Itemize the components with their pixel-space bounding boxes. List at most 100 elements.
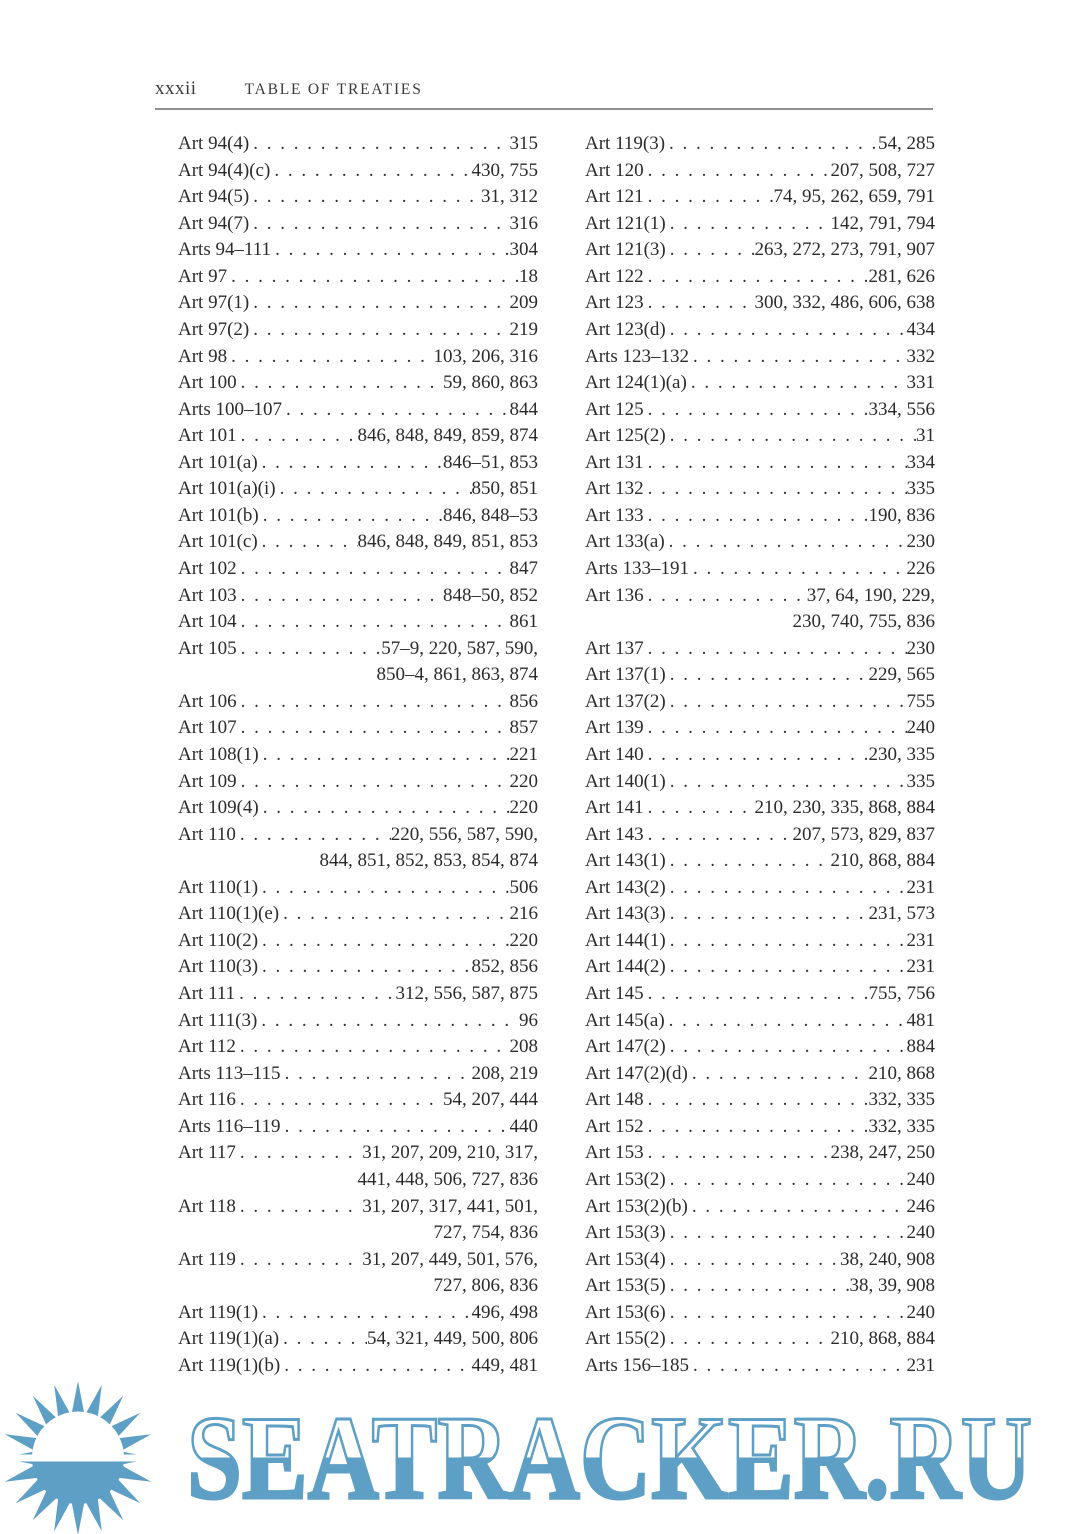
dot-leader: . . . . . . . . . . . . . . . . . . . . … [239,1089,443,1111]
dot-leader: . . . . . . . . . . . . . . . . . . . . … [239,1036,510,1058]
dot-leader: . . . . . . . . . . . . . . . . . . . . … [647,398,869,420]
entry-label: Arts 100–107 [178,398,282,420]
entry-pages: 221 [509,743,539,765]
dot-leader: . . . . . . . . . . . . . . . . . . . . … [692,558,907,579]
entry-label: Arts 156–185 [585,1354,689,1376]
entry-pages: 434 [906,318,936,340]
entry-pages: 449, 481 [471,1354,539,1376]
index-entry: Arts 100–107. . . . . . . . . . . . . . … [178,397,538,424]
entry-label: Art 103 [178,584,237,606]
entry-pages: 332 [906,345,936,367]
index-entry: Art 111. . . . . . . . . . . . . . . . .… [178,981,538,1008]
index-entry: Art 143(3). . . . . . . . . . . . . . . … [585,901,935,928]
dot-leader: . . . . . . . . . . . . . . . . . . . . … [647,265,869,287]
entry-pages: 240 [906,717,936,739]
entry-label: Art 136 [585,584,644,606]
entry-pages: 312, 556, 587, 875 [395,983,539,1004]
entry-pages: 857 [509,717,539,739]
dot-leader: . . . . . . . . . . . . . . . . . . . . … [240,425,358,447]
dot-leader: . . . . . . . . . . . . . . . . . . . . … [253,186,481,208]
dot-leader: . . . . . . . . . . . . . . . . . . . . … [669,690,907,712]
entry-label: Art 121(1) [585,212,666,234]
dot-leader: . . . . . . . . . . . . . . . . . . . . … [231,345,433,367]
dot-leader: . . . . . . . . . . . . . . . . . . . . … [239,1195,362,1217]
entry-pages: 96 [519,1009,538,1031]
entry-label: Art 123 [585,292,644,314]
entry-label: Art 131 [585,451,644,473]
entry-pages: 335 [906,770,936,792]
entry-pages: 304 [509,239,539,261]
dot-leader: . . . . . . . . . . . . . . . . . . . . … [279,478,472,500]
index-entry: Art 139. . . . . . . . . . . . . . . . .… [585,715,935,742]
entry-label: Art 110(1) [178,876,259,898]
index-entry: Arts 116–119. . . . . . . . . . . . . . … [178,1114,538,1141]
entry-label: Art 98 [178,345,228,367]
dot-leader: . . . . . . . . . . . . . . . . . . . . … [240,372,443,394]
entry-pages: 263, 272, 273, 791, 907 [754,239,936,261]
index-entry: Art 147(2)(d). . . . . . . . . . . . . .… [585,1061,935,1088]
dot-leader: . . . . . . . . . . . . . . . . . . . . … [669,212,831,234]
entry-label: Art 109(4) [178,797,259,819]
dot-leader: . . . . . . . . . . . . . . . . . . . . … [262,956,472,978]
index-entry-continuation: 850–4, 861, 863, 874 [178,662,539,689]
entry-pages: 335 [906,478,936,500]
entry-label: Art 101(b) [178,504,259,526]
dot-leader: . . . . . . . . . . . . . . . . . . . . … [262,504,443,526]
entry-pages: 210, 868, 884 [830,850,936,872]
entry-label: Art 143(3) [585,903,666,925]
index-entry: Art 124(1)(a). . . . . . . . . . . . . .… [585,370,935,397]
entry-pages: 755, 756 [868,983,936,1004]
dot-leader: . . . . . . . . . . . . . . . . . . . . … [647,159,831,181]
entry-label: Art 119(1)(b) [178,1354,281,1376]
entry-pages: 208 [509,1036,539,1058]
entry-pages: 207, 508, 727 [830,159,936,181]
watermark: SEATRACKER.RU [0,1370,1080,1534]
entry-label: Art 147(2)(d) [585,1062,688,1084]
index-entry: Art 119(1)(b). . . . . . . . . . . . . .… [178,1353,538,1380]
index-entry: Art 120. . . . . . . . . . . . . . . . .… [585,158,935,185]
entry-pages: 54, 321, 449, 500, 806 [367,1328,538,1350]
entry-label: Art 133(a) [585,531,665,553]
entry-label: Art 116 [178,1089,236,1111]
entry-label: Art 120 [585,159,644,181]
dot-leader: . . . . . . . . . . . . . . . . . . . . … [691,1062,869,1084]
dot-leader: . . . . . . . . . . . . . . . . . . . . … [669,1168,907,1190]
entry-pages: 231 [906,956,936,978]
entry-pages: 31, 207, 449, 501, 576, [362,1248,538,1270]
watermark-text: SEATRACKER.RU [187,1391,1032,1524]
dot-leader: . . . . . . . . . . . . . . . . . . . . … [240,690,510,712]
entry-label: Art 144(1) [585,929,666,951]
index-entry: Arts 113–115. . . . . . . . . . . . . . … [178,1061,538,1088]
entry-label: Art 123(d) [585,318,666,340]
entry-pages: 300, 332, 486, 606, 638 [754,292,936,314]
index-entry: Art 123(d). . . . . . . . . . . . . . . … [585,317,935,344]
entry-pages: 231 [906,876,936,898]
entry-label: Art 137(1) [585,664,666,686]
dot-leader: . . . . . . . . . . . . . . . . . . . . … [647,743,869,765]
index-entry: Art 121(1). . . . . . . . . . . . . . . … [585,211,935,238]
entry-label: Art 122 [585,265,644,287]
entry-label: Art 101(a) [178,451,258,473]
index-entry: Art 97(2). . . . . . . . . . . . . . . .… [178,317,538,344]
dot-leader: . . . . . . . . . . . . . . . . . . . . … [262,929,509,951]
entry-pages: 848–50, 852 [443,584,538,606]
entry-pages: 31, 312 [481,186,538,208]
dot-leader: . . . . . . . . . . . . . . . . . . . . … [647,1115,869,1137]
entry-pages: 240 [906,1301,936,1323]
entry-pages: 332, 335 [868,1115,936,1137]
index-entry: Art 94(4). . . . . . . . . . . . . . . .… [178,131,538,158]
entry-pages: 54, 285 [878,133,935,154]
index-entry: Art 133. . . . . . . . . . . . . . . . .… [585,503,935,530]
index-entry: Arts 123–132. . . . . . . . . . . . . . … [585,344,935,371]
index-entry: Art 111(3). . . . . . . . . . . . . . . … [178,1008,538,1035]
entry-pages: 240 [906,1222,936,1244]
index-entry: Art 132. . . . . . . . . . . . . . . . .… [585,476,935,503]
dot-leader: . . . . . . . . . . . . . . . . . . . . … [647,186,774,208]
entry-pages: 850–4, 861, 863, 874 [376,664,539,686]
entry-label: Art 153(6) [585,1301,666,1323]
entry-pages: 281, 626 [868,265,936,287]
entry-label: Art 94(4)(c) [178,159,271,181]
index-entry: Art 118. . . . . . . . . . . . . . . . .… [178,1194,538,1221]
entry-label: Art 145 [585,983,644,1004]
entry-label: Art 144(2) [585,956,666,978]
